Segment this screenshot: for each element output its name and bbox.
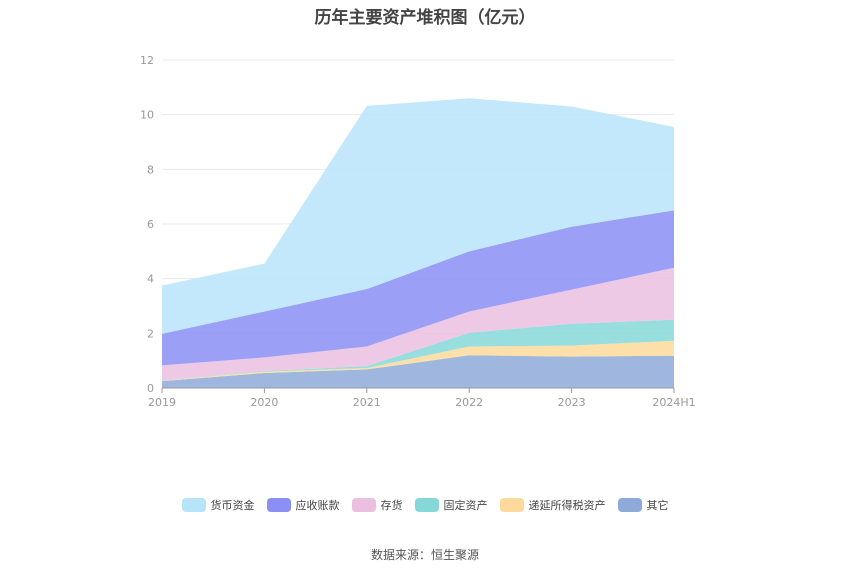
area-series-4 — [162, 210, 674, 366]
area-series-1 — [162, 340, 674, 382]
data-source: 数据来源：恒生聚源 — [370, 548, 479, 562]
x-tick-label: 2021 — [353, 396, 381, 409]
legend-label: 货币资金 — [210, 499, 255, 512]
legend: 货币资金 应收账款 存货 固定资产 递延所得税资产 其它 — [0, 497, 850, 513]
y-tick-label: 8 — [147, 163, 154, 176]
x-tick-label: 2024H1 — [652, 396, 695, 409]
y-tick-label: 0 — [147, 382, 154, 395]
legend-item[interactable]: 货币资金 — [181, 497, 255, 513]
y-tick-label: 12 — [140, 54, 154, 67]
legend-swatch — [617, 498, 642, 512]
legend-label: 应收账款 — [295, 499, 340, 512]
x-tick-label: 2022 — [455, 396, 483, 409]
legend-item[interactable]: 递延所得税资产 — [499, 497, 606, 513]
legend-swatch — [499, 498, 524, 512]
y-tick-label: 2 — [147, 327, 154, 340]
area-series-2 — [162, 319, 674, 381]
area-series — [162, 98, 674, 388]
legend-label: 其它 — [646, 499, 669, 512]
axes: 0 2 4 6 8 10 12 2019 2020 2021 2022 2023 2024H1 — [140, 54, 696, 409]
legend-swatch — [266, 498, 291, 512]
area-series-5 — [162, 98, 674, 334]
y-tick-label: 6 — [147, 218, 154, 231]
legend-item[interactable]: 固定资产 — [414, 497, 488, 513]
area-series-0 — [162, 355, 674, 388]
legend-label: 递延所得税资产 — [528, 499, 606, 512]
legend-swatch — [351, 498, 376, 512]
chart-title: 历年主要资产堆积图（亿元） — [314, 8, 536, 28]
stacked-area-chart: 0 2 4 6 8 10 12 2019 2020 2021 2022 2023 2024H1 — [140, 54, 696, 409]
y-tick-label: 4 — [147, 273, 154, 286]
legend-item[interactable]: 存货 — [351, 497, 403, 513]
legend-label: 固定资产 — [443, 499, 488, 512]
area-series-3 — [162, 267, 674, 381]
x-tick-label: 2019 — [148, 396, 176, 409]
legend-label: 存货 — [380, 499, 403, 512]
x-tick-label: 2020 — [250, 396, 278, 409]
y-tick-label: 10 — [140, 109, 154, 122]
legend-swatch — [414, 498, 439, 512]
legend-item[interactable]: 其它 — [617, 497, 669, 513]
legend-swatch — [181, 498, 206, 512]
legend-item[interactable]: 应收账款 — [266, 497, 340, 513]
x-tick-label: 2023 — [558, 396, 586, 409]
